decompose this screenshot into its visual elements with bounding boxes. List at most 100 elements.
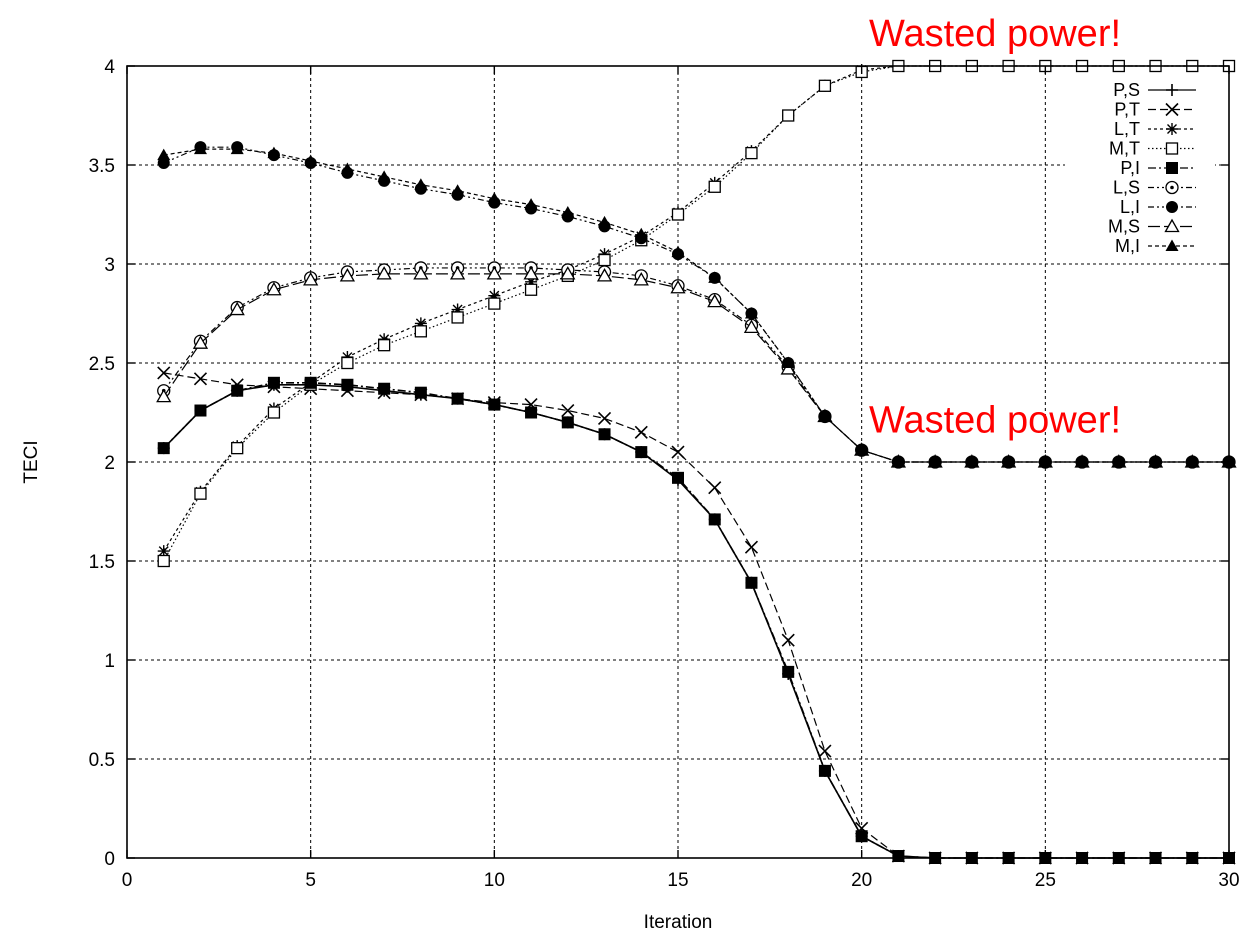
data-point-marker [965,455,979,467]
y-tick-label: 4 [104,57,115,78]
data-point-marker [671,208,685,221]
data-point-marker [414,386,427,399]
data-point-marker [891,455,905,467]
legend-label: M,T [1109,139,1140,159]
data-point-marker [1149,455,1163,467]
data-point-marker [928,455,942,467]
y-tick-label: 2 [104,453,115,474]
data-point-marker [378,382,391,395]
data-point-marker [157,442,170,455]
legend-label: L,S [1113,178,1140,198]
data-point-marker [818,409,832,422]
data-point-marker [266,281,282,296]
y-tick-label: 3 [104,255,115,276]
legend: P,SP,TL,TM,TP,IL,SL,IM,SM,I [1065,76,1215,260]
x-axis-title: Iteration [644,912,713,933]
data-point-marker [782,109,795,122]
data-point-marker [596,268,613,282]
legend-label: P,T [1114,100,1140,120]
data-point-marker [708,271,722,283]
legend-label: P,S [1113,80,1140,100]
data-point-marker [818,744,832,758]
data-point-marker [1075,455,1089,467]
x-tick-label: 5 [305,870,316,891]
legend-item: L,S [1113,178,1196,198]
series-line [163,381,1229,859]
legend-item: M,I [1115,236,1196,256]
data-point-marker [229,301,245,316]
data-point-marker [486,266,502,280]
data-point-marker [743,319,760,334]
y-tick-label: 3.5 [89,156,115,177]
data-point-marker [671,245,685,258]
x-tick-label: 20 [851,870,872,891]
legend-marker [1166,123,1178,135]
data-point-marker [525,406,538,419]
data-point-marker [414,325,428,338]
data-point-marker [525,275,538,288]
data-point-marker [157,545,170,558]
series-p-s [157,378,1235,864]
series-line [163,383,1229,859]
data-point-marker [597,411,612,426]
y-tick-label: 0.5 [89,750,115,771]
data-point-marker [855,830,868,843]
data-point-marker [413,266,429,280]
data-point-marker [156,388,172,403]
legend-item: M,S [1108,217,1196,237]
y-axis-title: TECI [21,440,42,483]
data-point-marker [744,307,758,319]
data-point-marker [192,335,209,349]
legend-marker [1166,162,1178,174]
data-point-marker [488,289,501,302]
legend-label: L,I [1120,197,1140,217]
data-point-marker [633,272,649,286]
data-point-marker [892,850,905,863]
legend-marker [1165,102,1179,117]
data-point-marker [707,293,723,308]
data-point-marker [561,206,575,218]
data-point-marker [157,148,171,161]
series-p-i [157,376,1235,864]
data-point-marker [524,283,538,296]
x-tick-label: 10 [484,870,505,891]
axis-ticks: 0 5 10 15 20 25 30 0 0.5 1 1.5 2 2.5 3 3.5 4 [89,57,1240,891]
data-point-marker [414,317,427,330]
legend-item: M,T [1109,139,1196,159]
data-point-marker [1038,455,1052,467]
data-point-marker [598,215,612,228]
legend-label: P,I [1120,158,1140,178]
series-p-t [157,366,1236,865]
legend-marker [1165,239,1179,251]
data-point-marker [193,142,207,155]
data-point-marker [780,361,796,375]
data-point-marker [672,471,684,484]
data-point-marker [267,376,280,389]
data-point-marker [414,178,428,190]
data-point-marker [745,146,758,160]
data-point-marker [377,339,391,352]
y-tick-label: 1.5 [89,552,115,573]
x-tick-label: 30 [1218,870,1239,891]
series-m-i [157,142,1236,467]
legend-background [1065,76,1215,260]
data-point-marker [598,428,611,441]
data-point-marker [376,266,392,280]
series-line [163,372,1229,859]
wasted-power-annotation: Wasted power! [869,399,1121,441]
data-point-marker [267,406,281,419]
legend-label: M,I [1115,236,1140,256]
data-point-marker [304,376,317,389]
data-point-marker [635,446,648,459]
legend-marker [1166,84,1178,96]
data-point-marker [781,633,795,647]
data-point-marker [231,384,244,397]
data-point-marker [194,487,207,500]
data-point-marker [708,513,721,526]
data-point-marker [157,366,171,380]
legend-label: L,T [1114,119,1140,139]
x-tick-label: 15 [667,870,688,891]
legend-item: P,S [1113,80,1196,100]
data-point-marker [561,416,574,429]
